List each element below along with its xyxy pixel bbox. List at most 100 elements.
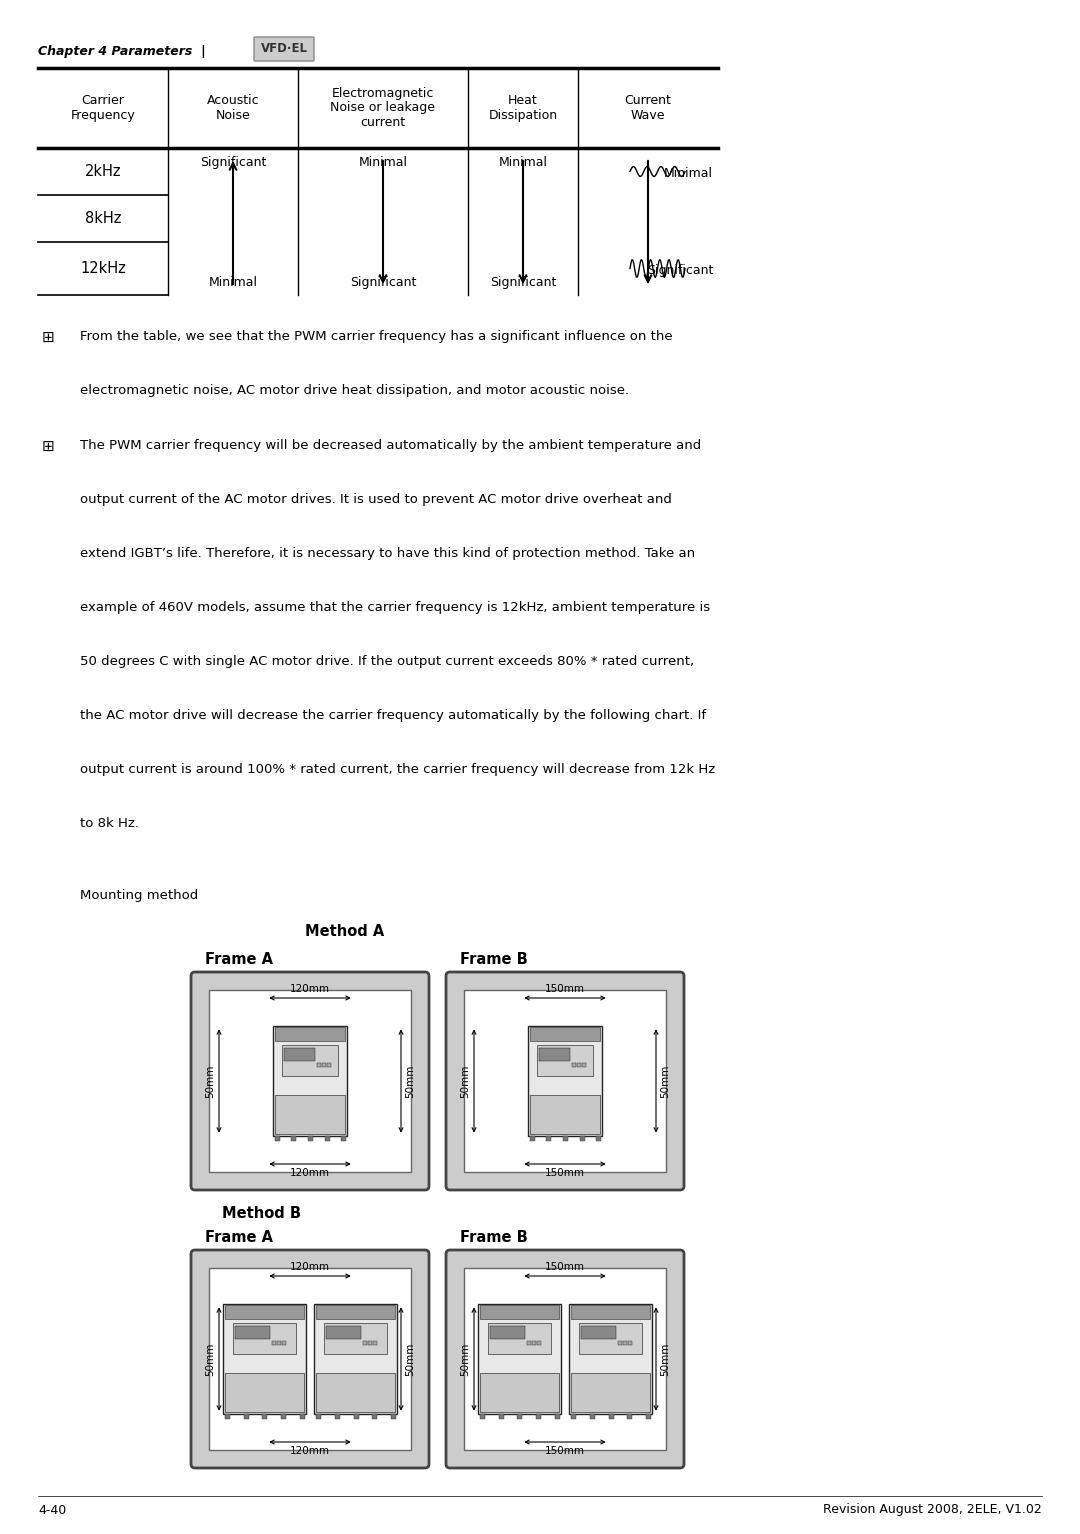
Bar xyxy=(527,1341,531,1345)
Text: Heat
Dissipation: Heat Dissipation xyxy=(488,94,557,123)
Bar xyxy=(546,1135,552,1141)
Bar xyxy=(580,1135,584,1141)
Bar xyxy=(326,1063,330,1066)
Bar xyxy=(618,1341,622,1345)
Text: 150mm: 150mm xyxy=(545,1167,585,1178)
Text: the AC motor drive will decrease the carrier frequency automatically by the foll: the AC motor drive will decrease the car… xyxy=(80,709,706,723)
Bar xyxy=(623,1341,627,1345)
Bar xyxy=(282,1045,338,1075)
Bar xyxy=(530,1095,600,1134)
Text: Minimal: Minimal xyxy=(499,156,548,169)
Bar xyxy=(581,1325,616,1339)
Text: Method A: Method A xyxy=(305,923,384,939)
Bar xyxy=(571,1414,576,1419)
Bar xyxy=(353,1414,359,1419)
Bar xyxy=(225,1414,230,1419)
Text: 150mm: 150mm xyxy=(545,1447,585,1456)
Bar xyxy=(627,1414,632,1419)
Bar xyxy=(627,1341,632,1345)
Text: 50mm: 50mm xyxy=(205,1065,215,1098)
Bar xyxy=(373,1341,377,1345)
Bar xyxy=(481,1373,558,1411)
Bar xyxy=(571,1305,650,1319)
Bar xyxy=(284,1048,314,1062)
Bar xyxy=(481,1305,558,1319)
Bar xyxy=(490,1325,525,1339)
Bar xyxy=(262,1414,268,1419)
Text: 50mm: 50mm xyxy=(460,1065,470,1098)
Bar xyxy=(224,1304,306,1414)
Text: Minimal: Minimal xyxy=(664,167,713,179)
Bar xyxy=(314,1304,397,1414)
Text: Method B: Method B xyxy=(222,1206,301,1221)
Text: 4-40: 4-40 xyxy=(38,1503,66,1517)
Bar xyxy=(488,1322,551,1353)
Bar xyxy=(316,1373,395,1411)
Bar xyxy=(517,1414,523,1419)
Bar xyxy=(464,989,666,1172)
Bar xyxy=(282,1341,286,1345)
Bar xyxy=(292,1135,296,1141)
Text: The PWM carrier frequency will be decreased automatically by the ambient tempera: The PWM carrier frequency will be decrea… xyxy=(80,439,701,453)
Bar xyxy=(322,1063,326,1066)
Bar xyxy=(316,1305,395,1319)
Bar xyxy=(276,1341,281,1345)
Text: Acoustic
Noise: Acoustic Noise xyxy=(206,94,259,123)
Bar xyxy=(335,1414,340,1419)
Text: 2kHz: 2kHz xyxy=(84,164,121,179)
Bar xyxy=(646,1414,651,1419)
FancyBboxPatch shape xyxy=(254,37,314,61)
Bar xyxy=(391,1414,396,1419)
Bar xyxy=(316,1414,321,1419)
Bar xyxy=(341,1135,347,1141)
Text: to 8k Hz.: to 8k Hz. xyxy=(80,818,139,830)
Bar xyxy=(324,1322,387,1353)
Bar xyxy=(274,1028,346,1040)
Bar xyxy=(528,1026,603,1135)
Text: Frame B: Frame B xyxy=(460,953,528,966)
Bar xyxy=(274,1135,280,1141)
Bar xyxy=(537,1341,541,1345)
Text: 120mm: 120mm xyxy=(291,1167,330,1178)
Bar xyxy=(530,1028,600,1040)
Text: Significant: Significant xyxy=(647,264,713,278)
Text: Revision August 2008, 2ELE, V1.02: Revision August 2008, 2ELE, V1.02 xyxy=(823,1503,1042,1517)
Text: output current is around 100% * rated current, the carrier frequency will decrea: output current is around 100% * rated cu… xyxy=(80,762,715,776)
Bar xyxy=(499,1414,503,1419)
Text: Mounting method: Mounting method xyxy=(80,890,199,902)
Bar xyxy=(225,1373,303,1411)
Text: Minimal: Minimal xyxy=(208,276,257,288)
Bar xyxy=(316,1063,321,1066)
Bar xyxy=(478,1304,561,1414)
Text: ⊞: ⊞ xyxy=(42,439,55,454)
FancyBboxPatch shape xyxy=(446,1250,684,1468)
Text: Minimal: Minimal xyxy=(359,156,407,169)
Text: output current of the AC motor drives. It is used to prevent AC motor drive over: output current of the AC motor drives. I… xyxy=(80,492,672,506)
Text: Frame A: Frame A xyxy=(205,1230,273,1246)
Text: Significant: Significant xyxy=(490,276,556,288)
Text: 50mm: 50mm xyxy=(405,1342,415,1376)
Bar xyxy=(571,1063,576,1066)
Text: 120mm: 120mm xyxy=(291,1447,330,1456)
Bar xyxy=(225,1305,303,1319)
Bar xyxy=(569,1304,652,1414)
Bar xyxy=(582,1063,585,1066)
Text: Frame B: Frame B xyxy=(460,1230,528,1246)
Bar xyxy=(210,989,411,1172)
Text: 150mm: 150mm xyxy=(545,983,585,994)
Text: 120mm: 120mm xyxy=(291,1262,330,1272)
Bar xyxy=(210,1269,411,1450)
Bar xyxy=(596,1135,602,1141)
Bar xyxy=(325,1135,329,1141)
Bar xyxy=(274,1095,346,1134)
Text: 50mm: 50mm xyxy=(405,1065,415,1098)
Text: 50 degrees C with single AC motor drive. If the output current exceeds 80% * rat: 50 degrees C with single AC motor drive.… xyxy=(80,655,694,667)
Bar xyxy=(539,1048,570,1062)
Bar xyxy=(532,1341,536,1345)
Text: Carrier
Frequency: Carrier Frequency xyxy=(70,94,135,123)
Bar xyxy=(464,1269,666,1450)
Text: 120mm: 120mm xyxy=(291,983,330,994)
Bar xyxy=(563,1135,568,1141)
Bar xyxy=(536,1414,541,1419)
Bar xyxy=(244,1414,248,1419)
